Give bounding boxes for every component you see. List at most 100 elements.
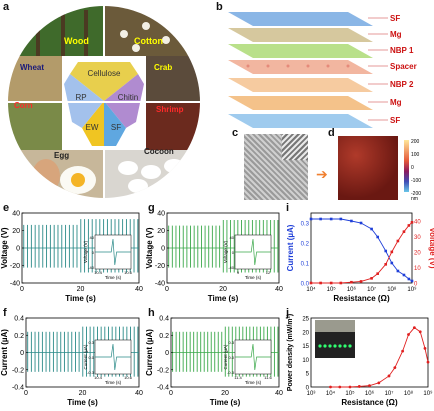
layer-label-7: SF: [390, 116, 400, 125]
x-tick-label: 10⁵: [345, 390, 355, 397]
led-dot: [343, 344, 347, 348]
x-tick-label: 10⁷: [385, 390, 394, 397]
photo-wood: [8, 6, 104, 56]
data-point: [357, 385, 361, 388]
panel-label-b: b: [216, 1, 223, 13]
layer-label-2: Mg: [390, 30, 402, 39]
label-wheat: Wheat: [20, 63, 44, 72]
inset-y-tick: 0: [92, 250, 95, 255]
panel-label-i: i: [286, 202, 290, 214]
photo-cotton: [104, 6, 200, 56]
inset-trace: [235, 238, 271, 266]
data-point: [407, 333, 410, 336]
led-dot: [328, 344, 332, 348]
y-tick-label: -40: [155, 281, 165, 288]
x-axis-label: Time (s): [210, 398, 241, 407]
data-point: [407, 224, 411, 227]
data-point: [329, 385, 332, 389]
data-point: [368, 384, 371, 388]
inset-y-label: Voltage (V): [223, 240, 228, 263]
label-cotton: Cotton: [134, 36, 163, 46]
panel-label-c: c: [232, 127, 239, 139]
y-tick-label: 5: [306, 372, 310, 378]
inset-x-tick: 10.4: [94, 375, 103, 380]
x-axis-label: Time (s): [67, 398, 98, 407]
inset-y-tick: -40: [228, 265, 235, 270]
y-tick-label: 15: [302, 344, 309, 350]
x-tick-label: 20: [79, 390, 87, 397]
y-tick-label: 25: [302, 317, 309, 323]
y-axis-label: Voltage (V): [145, 227, 154, 269]
data-point: [309, 281, 313, 285]
data-point: [309, 217, 313, 221]
series-line: [311, 222, 413, 284]
y-tick-label-right: 30: [414, 235, 421, 241]
x-tick-label: 20: [77, 286, 85, 293]
layer-label-3: NBP 1: [390, 46, 414, 55]
data-point: [384, 263, 388, 266]
data-point: [393, 366, 397, 370]
photo-crab: [146, 56, 200, 102]
panel-a-circle: Wood Cotton Crab Shrimp Cocoon Egg Corn …: [8, 6, 200, 198]
data-point: [396, 239, 400, 243]
data-point: [402, 230, 406, 233]
led-dot: [333, 344, 337, 348]
x-tick-label: 40: [135, 390, 143, 397]
data-point: [410, 221, 414, 224]
sem-inset: [282, 134, 308, 160]
x-tick-label: 10⁷: [367, 286, 376, 293]
panel-label-f: f: [3, 307, 7, 319]
label-rp: RP: [75, 93, 86, 102]
inset-x-tick: 9: [237, 270, 240, 275]
inset-y-tick: -0.3: [227, 370, 235, 375]
label-shrimp: Shrimp: [156, 105, 184, 114]
x-tick-label: 10⁴: [306, 286, 316, 293]
photo-corn: [8, 102, 62, 150]
y-tick-label: -20: [155, 263, 165, 270]
data-point: [396, 269, 400, 273]
data-point: [401, 349, 405, 353]
layer-label-4: Spacer: [390, 62, 417, 71]
data-point: [319, 281, 322, 285]
y-tick-label: -40: [10, 281, 20, 288]
data-point: [402, 273, 406, 277]
data-point: [350, 219, 353, 223]
layer-label-5: NBP 2: [390, 80, 414, 89]
led-dot: [338, 344, 342, 348]
y-tick-label: 0.4: [14, 316, 24, 323]
x-tick-label: 0: [20, 286, 24, 293]
y-tick-label: 0: [20, 350, 24, 357]
x-tick-label: 40: [135, 286, 143, 293]
data-point: [390, 250, 394, 254]
data-point: [384, 249, 388, 253]
y-axis-label: Power density (mW/m²): [287, 314, 294, 391]
inset-trace: [95, 343, 131, 371]
y-axis-label-left: Current (µA): [286, 224, 295, 271]
data-point: [410, 279, 414, 283]
data-point: [412, 326, 416, 330]
x-tick-label: 10⁶: [365, 390, 375, 397]
layer-label-1: SF: [390, 14, 400, 23]
inset-y-tick: 0.0: [228, 355, 234, 360]
led-dot: [323, 344, 327, 348]
y-tick-label: -0.4: [12, 385, 24, 392]
y-axis-label-right: Voltage (V): [428, 227, 434, 269]
inset-trace: [235, 343, 271, 371]
chart-j: 10³ 10⁴ 10⁵ 10⁶ 10⁷ 10⁸ 10⁹ Resistance (Ω) 0 5 10 1…: [287, 314, 433, 407]
led-dot: [348, 344, 352, 348]
sem-image: [244, 134, 308, 200]
x-axis-label: Resistance (Ω): [333, 294, 390, 303]
arrow-icon: ➔: [316, 166, 328, 182]
panel-label-j: j: [286, 307, 290, 319]
inset-y-tick: -40: [88, 265, 95, 270]
y-tick-label: 0: [161, 246, 165, 253]
y-tick-label-left: 0.0: [301, 282, 310, 288]
panel-label-a: a: [3, 1, 10, 13]
inset-x-tick: 12: [266, 270, 271, 275]
inset-x-label: Time (s): [245, 380, 262, 385]
data-point: [418, 330, 422, 334]
inset-y-tick: 0.0: [88, 355, 94, 360]
y-tick-label-left: 0.2: [301, 242, 310, 248]
led-dot: [318, 344, 322, 348]
y-tick-label: 0.2: [14, 333, 24, 340]
